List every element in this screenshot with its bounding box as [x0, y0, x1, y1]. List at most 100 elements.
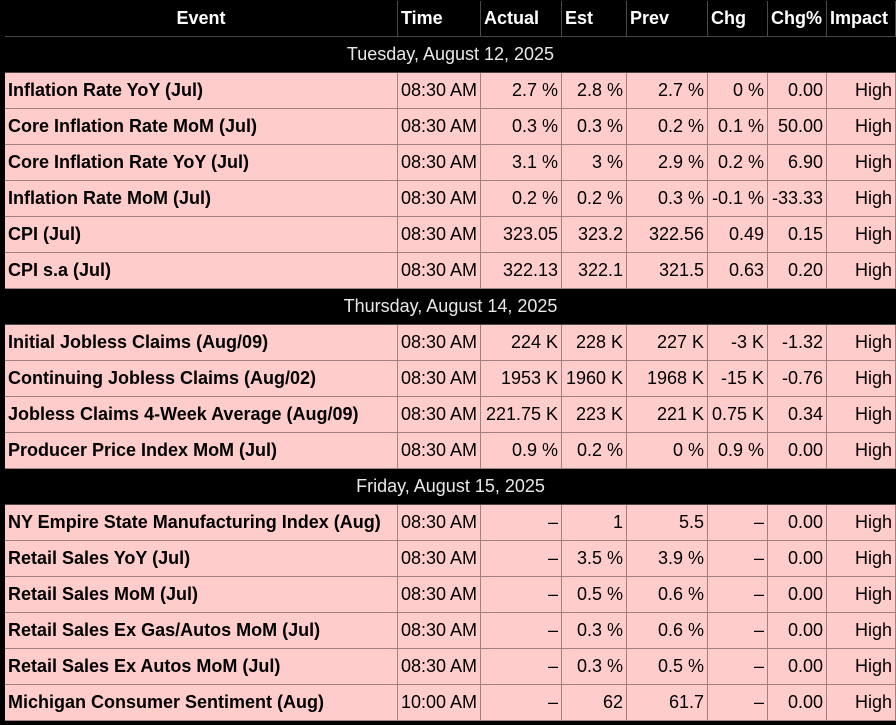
impact-cell: High	[827, 361, 896, 397]
event-cell[interactable]: CPI (Jul)	[5, 217, 398, 253]
table-row[interactable]: Retail Sales YoY (Jul) 08:30 AM –3.5 % 3.9 …	[5, 541, 896, 577]
event-cell[interactable]: Producer Price Index MoM (Jul)	[5, 433, 398, 469]
time-cell: 08:30 AM	[398, 613, 481, 649]
event-cell[interactable]: NY Empire State Manufacturing Index (Aug…	[5, 505, 398, 541]
event-cell[interactable]: Retail Sales MoM (Jul)	[5, 577, 398, 613]
chg-percent-cell: 0.00	[768, 613, 827, 649]
header-prev[interactable]: Prev	[627, 1, 708, 37]
prev-cell: 322.56	[627, 217, 708, 253]
chg-percent-cell: 0.20	[768, 253, 827, 289]
est-cell: 1960 K	[562, 361, 627, 397]
chg-cell: –	[708, 685, 768, 721]
chg-percent-cell: 0.00	[768, 73, 827, 109]
table-row[interactable]: Inflation Rate YoY (Jul) 08:30 AM 2.7 % 2.8…	[5, 73, 896, 109]
header-row: Event Time Actual Est Prev Chg Chg% Impa…	[5, 1, 896, 37]
prev-cell: 0.2 %	[627, 109, 708, 145]
event-cell[interactable]: Inflation Rate MoM (Jul)	[5, 181, 398, 217]
impact-cell: High	[827, 613, 896, 649]
time-cell: 08:30 AM	[398, 253, 481, 289]
table-row[interactable]: Core Inflation Rate YoY (Jul) 08:30 AM 3.1…	[5, 145, 896, 181]
time-cell: 08:30 AM	[398, 325, 481, 361]
prev-cell: 0 %	[627, 433, 708, 469]
event-cell[interactable]: Retail Sales Ex Autos MoM (Jul)	[5, 649, 398, 685]
header-chg[interactable]: Chg	[708, 1, 768, 37]
table-row[interactable]: Continuing Jobless Claims (Aug/02) 08:30 …	[5, 361, 896, 397]
event-cell[interactable]: Core Inflation Rate MoM (Jul)	[5, 109, 398, 145]
table-row[interactable]: NY Empire State Manufacturing Index (Aug…	[5, 505, 896, 541]
table-row[interactable]: Initial Jobless Claims (Aug/09) 08:30 AM 2…	[5, 325, 896, 361]
prev-cell: 0.6 %	[627, 577, 708, 613]
table-row[interactable]: Core Inflation Rate MoM (Jul) 08:30 AM 0.3…	[5, 109, 896, 145]
header-chg-percent[interactable]: Chg%	[768, 1, 827, 37]
time-cell: 08:30 AM	[398, 361, 481, 397]
est-cell: 0.3 %	[562, 649, 627, 685]
header-actual[interactable]: Actual	[481, 1, 562, 37]
prev-cell: 227 K	[627, 325, 708, 361]
actual-cell: –	[481, 685, 562, 721]
est-cell: 3 %	[562, 145, 627, 181]
event-cell[interactable]: Michigan Consumer Sentiment (Aug)	[5, 685, 398, 721]
actual-cell: –	[481, 577, 562, 613]
actual-cell: –	[481, 541, 562, 577]
impact-cell: High	[827, 685, 896, 721]
header-est[interactable]: Est	[562, 1, 627, 37]
est-cell: 3.5 %	[562, 541, 627, 577]
actual-cell: –	[481, 613, 562, 649]
chg-cell: 0.9 %	[708, 433, 768, 469]
actual-cell: 2.7 %	[481, 73, 562, 109]
impact-cell: High	[827, 577, 896, 613]
prev-cell: 5.5	[627, 505, 708, 541]
actual-cell: 322.13	[481, 253, 562, 289]
table-row[interactable]: CPI s.a (Jul) 08:30 AM 322.13 322.1 321.5 0.6…	[5, 253, 896, 289]
actual-cell: 1953 K	[481, 361, 562, 397]
chg-percent-cell: 0.00	[768, 505, 827, 541]
chg-cell: 0 %	[708, 73, 768, 109]
chg-percent-cell: 0.00	[768, 577, 827, 613]
time-cell: 08:30 AM	[398, 433, 481, 469]
chg-percent-cell: -1.32	[768, 325, 827, 361]
table-row[interactable]: Michigan Consumer Sentiment (Aug) 10:00 A…	[5, 685, 896, 721]
chg-cell: -15 K	[708, 361, 768, 397]
chg-cell: 0.75 K	[708, 397, 768, 433]
chg-percent-cell: 0.00	[768, 649, 827, 685]
est-cell: 228 K	[562, 325, 627, 361]
event-cell[interactable]: Retail Sales YoY (Jul)	[5, 541, 398, 577]
actual-cell: –	[481, 505, 562, 541]
date-heading: Friday, August 15, 2025	[5, 469, 896, 505]
impact-cell: High	[827, 73, 896, 109]
actual-cell: 0.3 %	[481, 109, 562, 145]
chg-percent-cell: 6.90	[768, 145, 827, 181]
table-row[interactable]: Retail Sales Ex Autos MoM (Jul) 08:30 AM –…	[5, 649, 896, 685]
impact-cell: High	[827, 541, 896, 577]
est-cell: 0.3 %	[562, 109, 627, 145]
prev-cell: 0.5 %	[627, 649, 708, 685]
event-cell[interactable]: CPI s.a (Jul)	[5, 253, 398, 289]
header-event[interactable]: Event	[5, 1, 398, 37]
table-row[interactable]: CPI (Jul) 08:30 AM 323.05 323.2 322.56 0.49 0.…	[5, 217, 896, 253]
event-cell[interactable]: Jobless Claims 4-Week Average (Aug/09)	[5, 397, 398, 433]
chg-cell: –	[708, 541, 768, 577]
table-row[interactable]: Jobless Claims 4-Week Average (Aug/09) 08…	[5, 397, 896, 433]
header-time[interactable]: Time	[398, 1, 481, 37]
chg-percent-cell: 0.15	[768, 217, 827, 253]
actual-cell: 224 K	[481, 325, 562, 361]
chg-percent-cell: 0.34	[768, 397, 827, 433]
impact-cell: High	[827, 505, 896, 541]
table-row[interactable]: Producer Price Index MoM (Jul) 08:30 AM 0.…	[5, 433, 896, 469]
table-row[interactable]: Retail Sales Ex Gas/Autos MoM (Jul) 08:30…	[5, 613, 896, 649]
event-cell[interactable]: Retail Sales Ex Gas/Autos MoM (Jul)	[5, 613, 398, 649]
table-row[interactable]: Inflation Rate MoM (Jul) 08:30 AM 0.2 % 0.2…	[5, 181, 896, 217]
actual-cell: –	[481, 649, 562, 685]
event-cell[interactable]: Inflation Rate YoY (Jul)	[5, 73, 398, 109]
event-cell[interactable]: Core Inflation Rate YoY (Jul)	[5, 145, 398, 181]
chg-cell: -0.1 %	[708, 181, 768, 217]
table-row[interactable]: Retail Sales MoM (Jul) 08:30 AM –0.5 % 0.6 …	[5, 577, 896, 613]
est-cell: 323.2	[562, 217, 627, 253]
time-cell: 08:30 AM	[398, 145, 481, 181]
event-cell[interactable]: Continuing Jobless Claims (Aug/02)	[5, 361, 398, 397]
chg-percent-cell: -0.76	[768, 361, 827, 397]
header-impact[interactable]: Impact	[827, 1, 896, 37]
est-cell: 62	[562, 685, 627, 721]
date-heading: Tuesday, August 12, 2025	[5, 37, 896, 73]
event-cell[interactable]: Initial Jobless Claims (Aug/09)	[5, 325, 398, 361]
